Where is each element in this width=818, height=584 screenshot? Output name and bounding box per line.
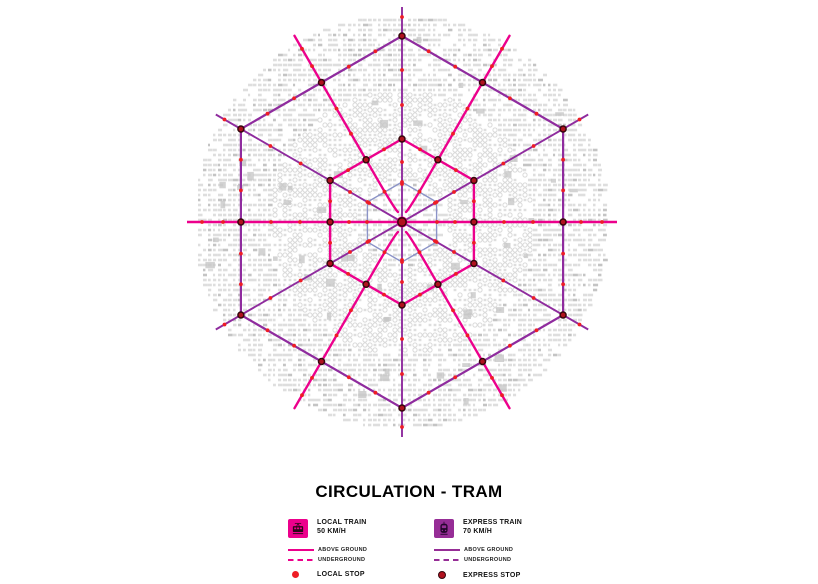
local-above-ground-line bbox=[288, 548, 314, 552]
tram-side-icon bbox=[288, 519, 308, 538]
legend: LOCAL TRAIN 50 KM/H ABOVE GROUND UNDERGR… bbox=[0, 519, 818, 583]
local-train-label: LOCAL TRAIN 50 KM/H bbox=[317, 519, 367, 535]
local-underground-label: UNDERGROUND bbox=[318, 557, 366, 563]
express-underground-line bbox=[434, 558, 460, 562]
diagram-title: CIRCULATION - TRAM bbox=[315, 482, 503, 501]
tram-network-diagram bbox=[187, 7, 617, 437]
train-front-icon bbox=[434, 519, 454, 538]
local-above-ground-label: ABOVE GROUND bbox=[318, 547, 368, 553]
legend-local-train: LOCAL TRAIN 50 KM/H ABOVE GROUND UNDERGR… bbox=[288, 519, 384, 583]
express-stop-label: EXPRESS STOP bbox=[463, 571, 521, 579]
local-stop-label: LOCAL STOP bbox=[317, 571, 365, 578]
express-above-ground-line bbox=[434, 548, 460, 552]
legend-express-train: EXPRESS TRAIN 70 KM/H ABOVE GROUND UNDER… bbox=[434, 519, 530, 583]
express-train-label: EXPRESS TRAIN 70 KM/H bbox=[463, 519, 522, 535]
express-underground-label: UNDERGROUND bbox=[464, 557, 512, 563]
express-above-ground-label: ABOVE GROUND bbox=[464, 547, 514, 553]
express-stop-icon bbox=[438, 571, 446, 579]
local-underground-line bbox=[288, 558, 314, 562]
local-stop-icon bbox=[292, 571, 299, 578]
